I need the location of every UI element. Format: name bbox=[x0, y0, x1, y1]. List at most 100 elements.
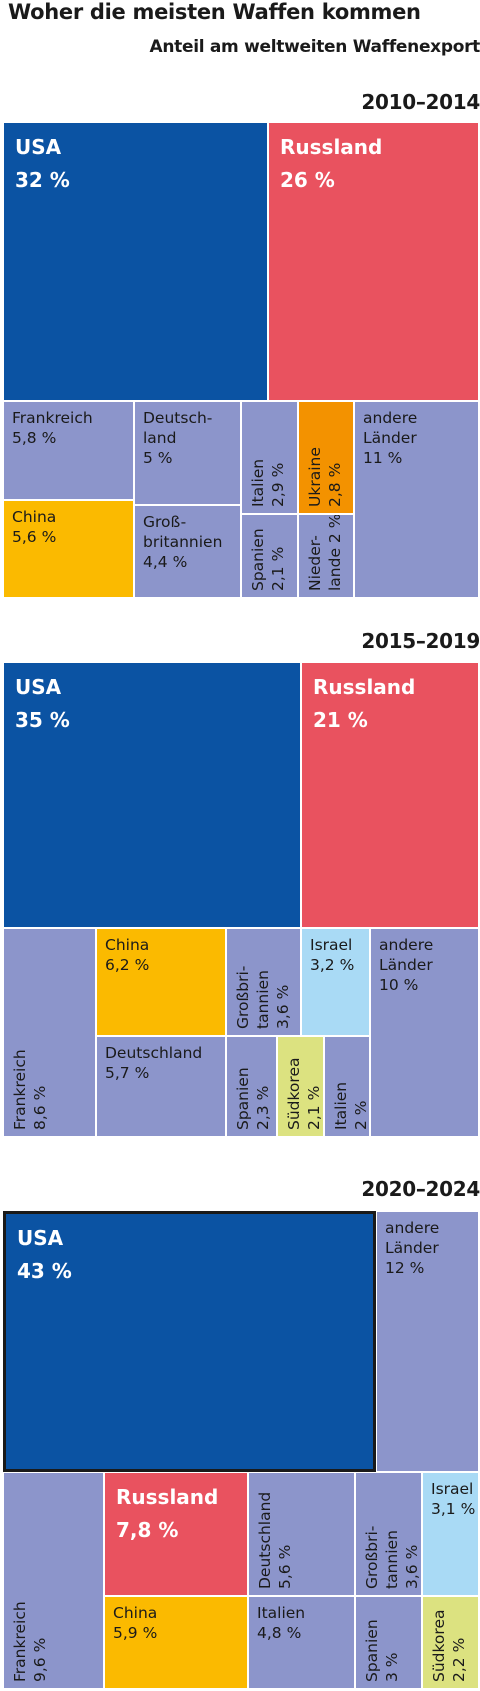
tile-value: 10 % bbox=[379, 976, 419, 994]
tile-label: Italien 2,9 % bbox=[248, 459, 288, 507]
tile-label: Spanien 3 % bbox=[362, 1619, 402, 1682]
tile-label: Frankreich 9,6 % bbox=[10, 1601, 50, 1682]
tile-name: Deutsch- land bbox=[143, 409, 213, 447]
tile-name: Israel bbox=[431, 1480, 474, 1498]
tile-value: 35 % bbox=[15, 708, 70, 732]
period-label-2010-2014: 2010–2014 bbox=[361, 90, 480, 114]
tile-value: 7,8 % bbox=[116, 1518, 179, 1542]
tile-value: 5,9 % bbox=[113, 1624, 158, 1642]
tile-frankreich-2015-2019: Frankreich 8,6 % bbox=[3, 928, 96, 1137]
tile-name: Südkorea bbox=[285, 1057, 303, 1130]
tile-name: Russland bbox=[313, 675, 416, 699]
tile-name: andere Länder bbox=[385, 1219, 440, 1257]
tile-label: China 5,9 % bbox=[113, 1603, 157, 1643]
tile-label: Deutsch- land 5 % bbox=[143, 408, 212, 468]
tile-name: Großbri- tannien bbox=[363, 1525, 401, 1589]
tile-label: China 6,2 % bbox=[105, 935, 149, 975]
tile-andere-laender-2015-2019: andere Länder 10 % bbox=[370, 928, 479, 1137]
tile-value: 3,2 % bbox=[310, 956, 355, 974]
tile-value: 4,8 % bbox=[257, 1624, 302, 1642]
tile-label: Deutschland 5,7 % bbox=[105, 1043, 202, 1083]
tile-russland-2015-2019: Russland 21 % bbox=[301, 662, 479, 928]
tile-name: Frankreich bbox=[11, 1049, 29, 1130]
tile-andere-laender-2020-2024: andere Länder 12 % bbox=[376, 1211, 479, 1472]
tile-label: Groß- britannien 4,4 % bbox=[143, 512, 222, 572]
tile-label: Italien 2 % bbox=[331, 1081, 370, 1130]
tile-name: Italien bbox=[249, 458, 267, 507]
chart-subtitle: Anteil am weltweiten Waffenexport bbox=[149, 37, 480, 57]
tile-israel-2015-2019: Israel 3,2 % bbox=[301, 928, 370, 1036]
tile-spanien-2010-2014: Spanien 2,1 % bbox=[241, 514, 298, 598]
tile-name: Russland bbox=[280, 135, 383, 159]
tile-name: USA bbox=[15, 675, 62, 699]
tile-italien-2015-2019: Italien 2 % bbox=[324, 1036, 370, 1137]
period-label-2020-2024: 2020–2024 bbox=[361, 1177, 480, 1201]
tile-value: 43 % bbox=[17, 1259, 72, 1283]
tile-name: Russland bbox=[116, 1485, 219, 1509]
tile-name: China bbox=[12, 508, 57, 526]
tile-name: Spanien bbox=[234, 1067, 252, 1130]
tile-name: Deutschland bbox=[256, 1491, 274, 1589]
tile-label: Russland 21 % bbox=[313, 671, 415, 737]
tile-value: 6,2 % bbox=[105, 956, 150, 974]
tile-value: 2,3 % bbox=[254, 1085, 272, 1130]
tile-label: Russland 7,8 % bbox=[116, 1481, 218, 1547]
tile-grossbritannien-2010-2014: Groß- britannien 4,4 % bbox=[134, 505, 241, 598]
tile-label: Großbri- tannien 3,6 % bbox=[233, 966, 293, 1029]
tile-name: Groß- britannien bbox=[143, 513, 223, 551]
tile-label: Spanien 2,1 % bbox=[248, 528, 288, 591]
tile-value: 9,6 % bbox=[31, 1637, 49, 1682]
tile-name: Israel bbox=[310, 936, 353, 954]
tile-value: 2,2 % bbox=[450, 1637, 468, 1682]
tile-value: 5,6 % bbox=[276, 1544, 294, 1589]
tile-label: Frankreich 5,8 % bbox=[12, 408, 93, 448]
tile-label: Russland 26 % bbox=[280, 131, 382, 197]
tile-name: andere Länder bbox=[363, 409, 418, 447]
tile-label: Frankreich 8,6 % bbox=[10, 1049, 50, 1130]
tile-value: 32 % bbox=[15, 168, 70, 192]
tile-italien-2020-2024: Italien 4,8 % bbox=[248, 1596, 355, 1689]
tile-israel-2020-2024: Israel 3,1 % bbox=[422, 1472, 479, 1596]
tile-name: Südkorea bbox=[430, 1609, 448, 1682]
tile-value: 2,1 % bbox=[269, 546, 287, 591]
tile-ukraine-2010-2014: Ukraine 2,8 % bbox=[298, 401, 354, 514]
tile-china-2015-2019: China 6,2 % bbox=[96, 928, 226, 1036]
tile-name: Deutschland bbox=[105, 1044, 203, 1062]
tile-label: Israel 3,2 % bbox=[310, 935, 354, 975]
tile-value: 3,6 % bbox=[274, 984, 292, 1029]
tile-grossbritannien-2020-2024: Großbri- tannien 3,6 % bbox=[355, 1472, 422, 1596]
tile-label: Ukraine 2,8 % bbox=[305, 447, 345, 507]
tile-label: Südkorea 2,1 % bbox=[284, 1057, 323, 1130]
tile-name: Frankreich bbox=[11, 1601, 29, 1682]
tile-name: USA bbox=[17, 1226, 64, 1250]
tile-label: USA 43 % bbox=[17, 1222, 72, 1288]
tile-label: Italien 4,8 % bbox=[257, 1603, 305, 1643]
tile-usa-2010-2014: USA 32 % bbox=[3, 122, 268, 401]
tile-label: andere Länder 12 % bbox=[385, 1218, 439, 1278]
tile-label: Israel 3,1 % bbox=[431, 1479, 475, 1519]
tile-name: Italien bbox=[332, 1081, 350, 1130]
tile-value: 5,7 % bbox=[105, 1064, 150, 1082]
tile-label: Spanien 2,3 % bbox=[233, 1067, 273, 1130]
tile-china-2010-2014: China 5,6 % bbox=[3, 500, 134, 598]
tile-value: 3,6 % bbox=[403, 1544, 421, 1589]
tile-value: 5,8 % bbox=[12, 429, 57, 447]
tile-value: 2 % bbox=[352, 1100, 370, 1130]
tile-name: USA bbox=[15, 135, 62, 159]
tile-label: Großbri- tannien 3,6 % bbox=[362, 1525, 421, 1589]
tile-deutschland-2020-2024: Deutschland 5,6 % bbox=[248, 1472, 355, 1596]
tile-china-2020-2024: China 5,9 % bbox=[104, 1596, 248, 1689]
tile-russland-2020-2024: Russland 7,8 % bbox=[104, 1472, 248, 1596]
tile-value: 2,1 % bbox=[305, 1085, 323, 1130]
tile-deutschland-2015-2019: Deutschland 5,7 % bbox=[96, 1036, 226, 1137]
tile-usa-2020-2024: USA 43 % bbox=[3, 1211, 376, 1472]
tile-andere-laender-2010-2014: andere Länder 11 % bbox=[354, 401, 479, 598]
tile-name: China bbox=[105, 936, 150, 954]
tile-deutschland-2010-2014: Deutsch- land 5 % bbox=[134, 401, 241, 505]
tile-value: 5 % bbox=[143, 449, 173, 467]
tile-spanien-2015-2019: Spanien 2,3 % bbox=[226, 1036, 277, 1137]
tile-label: China 5,6 % bbox=[12, 507, 56, 547]
tile-name: China bbox=[113, 1604, 158, 1622]
tile-value: 2,8 % bbox=[326, 462, 344, 507]
